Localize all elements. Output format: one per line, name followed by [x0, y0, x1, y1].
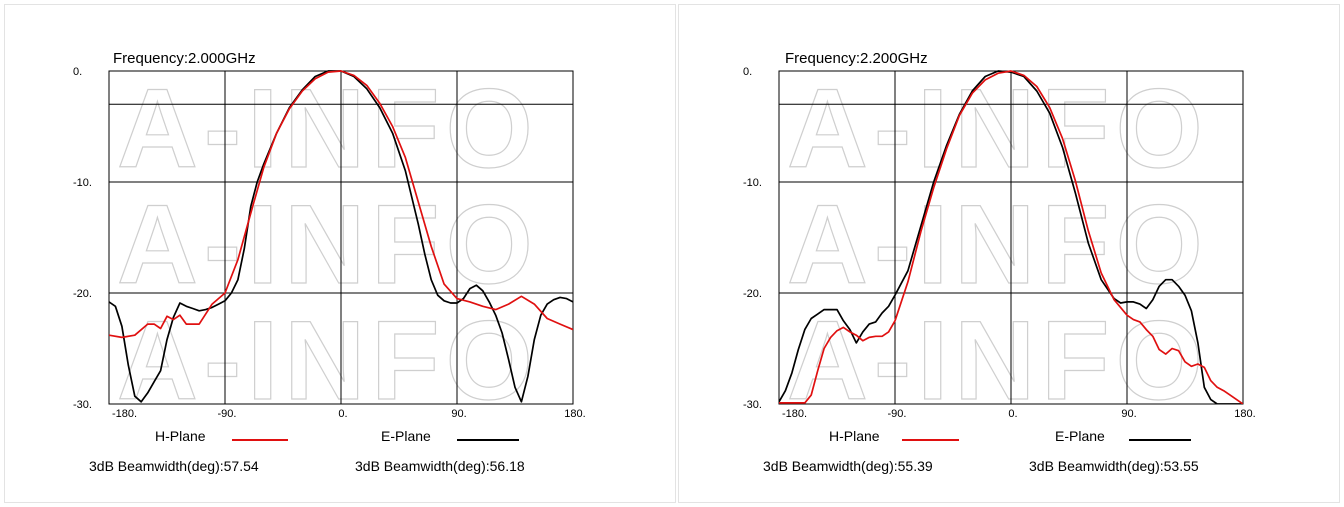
y-tick-label: -10. — [73, 177, 92, 189]
beamwidth-label-h-plane: 3dB Beamwidth(deg):55.39 — [763, 458, 933, 474]
y-tick-label: -20. — [743, 288, 762, 300]
y-tick-label: -30. — [73, 399, 92, 411]
x-tick-label: -180. — [782, 408, 807, 420]
beamwidth-label-h-plane: 3dB Beamwidth(deg):57.54 — [89, 458, 259, 474]
chart-panel-2000ghz: A-INFO A-INFO A-INFO Frequency:2.000GHz -180… — [4, 4, 676, 503]
y-tick-label: -10. — [743, 177, 762, 189]
x-tick-label: 180. — [1234, 408, 1255, 420]
beamwidth-label-e-plane: 3dB Beamwidth(deg):53.55 — [1029, 458, 1199, 474]
watermark-text: A-INFO — [787, 298, 1209, 423]
radiation-pattern-chart: A-INFOA-INFOA-INFOFrequency:2.000GHz-180… — [73, 50, 586, 474]
watermark-text: A-INFO — [117, 66, 539, 191]
x-tick-label: 90. — [451, 408, 466, 420]
x-tick-label: -90. — [888, 408, 907, 420]
x-tick-label: 90. — [1121, 408, 1136, 420]
legend-label-e-plane: E-Plane — [381, 428, 431, 444]
watermark-text: A-INFO — [117, 298, 539, 423]
chart-title: Frequency:2.200GHz — [785, 50, 928, 67]
legend-label-h-plane: H-Plane — [155, 428, 206, 444]
legend-label-h-plane: H-Plane — [829, 428, 880, 444]
legend-label-e-plane: E-Plane — [1055, 428, 1105, 444]
x-tick-label: 0. — [1008, 408, 1017, 420]
chart-panel-2200ghz: A-INFO A-INFO A-INFO Frequency:2.200GHz -180… — [678, 4, 1340, 503]
radiation-pattern-chart: A-INFOA-INFOA-INFOFrequency:2.200GHz-180… — [743, 50, 1256, 474]
chart-title: Frequency:2.000GHz — [113, 50, 256, 67]
x-tick-label: -180. — [112, 408, 137, 420]
y-tick-label: 0. — [73, 66, 82, 78]
watermark-text: A-INFO — [117, 182, 539, 307]
y-tick-label: -30. — [743, 399, 762, 411]
watermark-text: A-INFO — [787, 182, 1209, 307]
x-tick-label: 180. — [564, 408, 585, 420]
h-plane-series-line — [109, 70, 573, 339]
beamwidth-label-e-plane: 3dB Beamwidth(deg):56.18 — [355, 458, 525, 474]
y-tick-label: 0. — [743, 66, 752, 78]
h-plane-series-line — [779, 70, 1243, 404]
x-tick-label: -90. — [218, 408, 237, 420]
watermark-text: A-INFO — [787, 66, 1209, 191]
x-tick-label: 0. — [338, 408, 347, 420]
y-tick-label: -20. — [73, 288, 92, 300]
e-plane-series-line — [779, 70, 1243, 404]
